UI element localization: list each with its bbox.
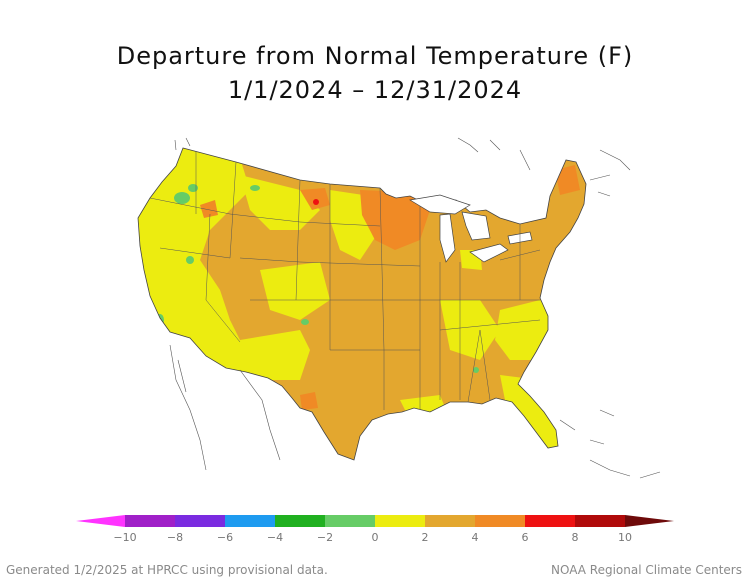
legend-bin-10 bbox=[575, 515, 625, 527]
legend-bin-8 bbox=[475, 515, 525, 527]
contour-4-6-idaho bbox=[200, 200, 218, 218]
legend-tick-label: 10 bbox=[618, 531, 632, 544]
legend-tick-label: 0 bbox=[372, 531, 379, 544]
legend-tick-label: −8 bbox=[167, 531, 183, 544]
legend-tick-labels: −10 −8 −6 −4 −2 0 2 4 6 8 10 bbox=[113, 531, 632, 544]
footer-generated-note: Generated 1/2/2025 at HPRCC using provis… bbox=[6, 563, 328, 577]
legend-bin-4 bbox=[275, 515, 325, 527]
contour-0-2-west bbox=[138, 148, 310, 380]
contour-neg2-0-georgia bbox=[473, 367, 479, 373]
contour-0-2-colorado bbox=[260, 262, 330, 320]
contour-0-2-montana bbox=[240, 175, 320, 230]
legend-bin-9 bbox=[525, 515, 575, 527]
legend-below-arrow bbox=[76, 515, 125, 527]
contour-4-6-minnesota bbox=[360, 190, 430, 250]
contour-4-6-texas bbox=[300, 392, 318, 410]
footer-source: NOAA Regional Climate Centers bbox=[551, 563, 742, 577]
map-title: Departure from Normal Temperature (F) bbox=[116, 42, 634, 70]
contour-neg2-0-new-mexico bbox=[301, 319, 309, 325]
lake-michigan bbox=[439, 213, 456, 263]
contour-neg2-0-nevada bbox=[186, 256, 194, 264]
contour-neg2-0-montana-west bbox=[250, 185, 260, 191]
lake-erie bbox=[469, 243, 509, 263]
legend-bin-6 bbox=[375, 515, 425, 527]
legend-tick-label: −10 bbox=[113, 531, 136, 544]
legend-tick-label: −6 bbox=[217, 531, 233, 544]
legend-bin-2 bbox=[175, 515, 225, 527]
legend-bins bbox=[125, 515, 625, 527]
legend-tick-label: 8 bbox=[572, 531, 579, 544]
legend-bin-5 bbox=[325, 515, 375, 527]
legend-bin-3 bbox=[225, 515, 275, 527]
great-lakes bbox=[409, 194, 533, 263]
legend-tick-label: 4 bbox=[472, 531, 479, 544]
legend-tick-label: 2 bbox=[422, 531, 429, 544]
lake-huron bbox=[461, 211, 491, 241]
neighbouring-coastlines bbox=[169, 137, 661, 479]
contour-neg2-0-washington bbox=[174, 192, 190, 204]
contour-neg2-0-cascades bbox=[188, 184, 198, 192]
lake-superior bbox=[409, 194, 471, 215]
state-boundaries bbox=[149, 150, 541, 410]
legend-tick-label: −2 bbox=[317, 531, 333, 544]
legend-bin-7 bbox=[425, 515, 475, 527]
legend-tick-label: −4 bbox=[267, 531, 283, 544]
anomaly-contours bbox=[138, 148, 580, 460]
legend-above-arrow bbox=[625, 515, 674, 527]
map-date-range: 1/1/2024 – 12/31/2024 bbox=[227, 76, 523, 104]
contour-0-2-tennessee bbox=[440, 300, 500, 360]
contour-4-6-montana bbox=[300, 188, 330, 210]
contour-4-6-maine bbox=[555, 165, 580, 195]
legend-tick-label: 6 bbox=[522, 531, 529, 544]
contour-6-8-north-dakota bbox=[313, 199, 319, 205]
legend-bin-1 bbox=[125, 515, 175, 527]
